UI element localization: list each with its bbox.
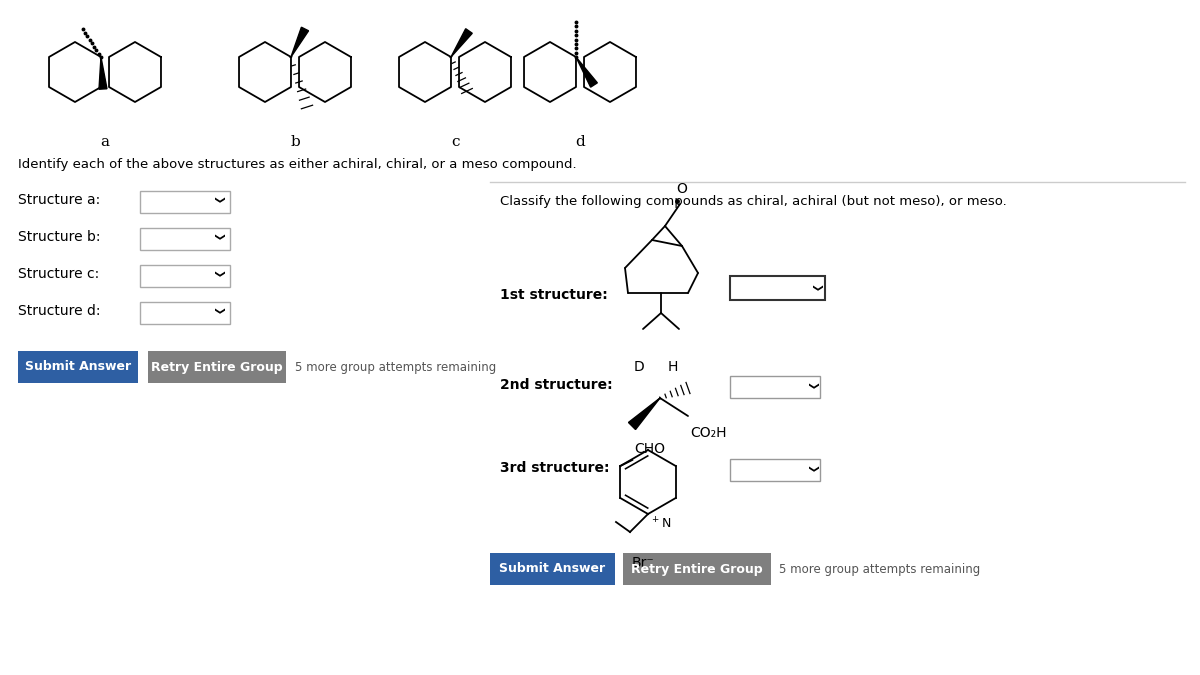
FancyBboxPatch shape — [730, 376, 820, 398]
Text: b: b — [290, 135, 300, 149]
FancyBboxPatch shape — [140, 265, 230, 287]
FancyBboxPatch shape — [623, 553, 772, 585]
Text: 1st structure:: 1st structure: — [500, 288, 607, 302]
FancyBboxPatch shape — [148, 351, 286, 383]
FancyBboxPatch shape — [140, 228, 230, 250]
FancyBboxPatch shape — [140, 191, 230, 213]
Text: O: O — [677, 182, 688, 196]
Text: ❯: ❯ — [808, 465, 817, 473]
Text: Retry Entire Group: Retry Entire Group — [151, 360, 283, 373]
FancyBboxPatch shape — [730, 459, 820, 481]
Polygon shape — [98, 57, 107, 89]
Text: d: d — [575, 135, 584, 149]
Polygon shape — [290, 27, 308, 57]
Text: ❯: ❯ — [214, 196, 223, 204]
Text: $^+$N: $^+$N — [650, 516, 671, 531]
Text: 5 more group attempts remaining: 5 more group attempts remaining — [779, 562, 980, 576]
Text: ❯: ❯ — [811, 284, 821, 292]
Polygon shape — [451, 29, 473, 57]
Text: Structure a:: Structure a: — [18, 193, 101, 207]
Text: Retry Entire Group: Retry Entire Group — [631, 562, 763, 576]
FancyBboxPatch shape — [18, 351, 138, 383]
Text: CO₂H: CO₂H — [690, 426, 726, 440]
Text: Structure c:: Structure c: — [18, 267, 100, 281]
Text: CHO: CHO — [635, 442, 665, 456]
Text: c: c — [451, 135, 460, 149]
Text: ❯: ❯ — [214, 233, 223, 241]
Text: 2nd structure:: 2nd structure: — [500, 378, 613, 392]
Text: Br⁻: Br⁻ — [631, 556, 654, 570]
FancyBboxPatch shape — [140, 302, 230, 324]
Text: a: a — [101, 135, 109, 149]
Text: ❯: ❯ — [214, 270, 223, 278]
Text: ❯: ❯ — [808, 382, 817, 390]
Text: Identify each of the above structures as either achiral, chiral, or a meso compo: Identify each of the above structures as… — [18, 158, 577, 171]
Text: Submit Answer: Submit Answer — [25, 360, 131, 373]
Text: H: H — [668, 360, 678, 374]
Polygon shape — [576, 57, 598, 87]
Text: Structure b:: Structure b: — [18, 230, 101, 244]
Text: Structure d:: Structure d: — [18, 304, 101, 318]
FancyBboxPatch shape — [730, 276, 826, 300]
Text: 5 more group attempts remaining: 5 more group attempts remaining — [295, 360, 497, 373]
Text: 3rd structure:: 3rd structure: — [500, 461, 610, 475]
Polygon shape — [629, 398, 660, 429]
FancyBboxPatch shape — [490, 553, 616, 585]
Text: ❯: ❯ — [214, 307, 223, 315]
Text: Classify the following compounds as chiral, achiral (but not meso), or meso.: Classify the following compounds as chir… — [500, 195, 1007, 208]
Text: D: D — [634, 360, 644, 374]
Text: Submit Answer: Submit Answer — [499, 562, 605, 576]
